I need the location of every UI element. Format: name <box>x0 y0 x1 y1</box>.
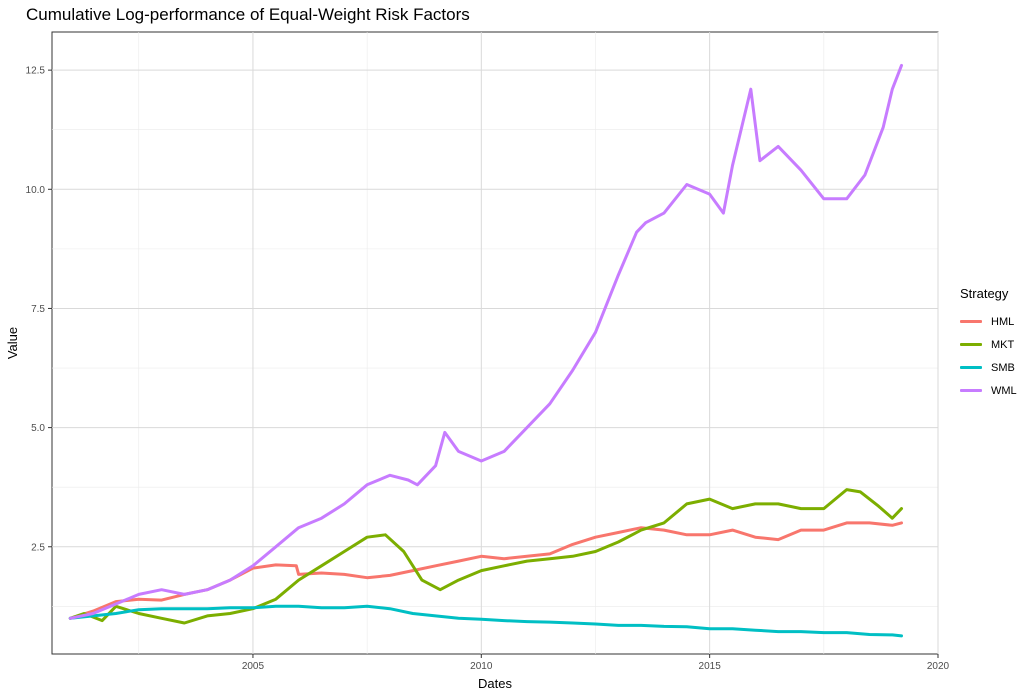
legend-item-wml: WML <box>960 379 1017 402</box>
chart-title: Cumulative Log-performance of Equal-Weig… <box>26 5 470 24</box>
y-tick-label: 5.0 <box>31 423 45 434</box>
y-tick-label: 2.5 <box>31 542 45 553</box>
legend-item-hml: HML <box>960 310 1017 333</box>
series-line-wml <box>68 63 903 620</box>
series-line-smb <box>68 604 903 638</box>
legend-item-smb: SMB <box>960 356 1017 379</box>
legend-label: MKT <box>991 338 1015 351</box>
legend-items: HML MKT SMB WML <box>960 310 1017 402</box>
series-layer <box>68 63 903 638</box>
legend-key <box>960 389 982 392</box>
legend-key <box>960 343 982 346</box>
y-tick-label: 12.5 <box>26 66 46 77</box>
x-tick-label: 2005 <box>242 661 265 672</box>
tick-layer: 2005 2010 2015 2020 2.5 5.0 7.5 10.0 12.5 <box>26 66 950 672</box>
grid-layer <box>52 32 939 654</box>
legend-key <box>960 366 982 369</box>
legend-title: Strategy <box>960 286 1009 301</box>
legend-label: HML <box>991 315 1015 328</box>
plot-panel <box>51 31 939 655</box>
x-tick-label: 2020 <box>927 661 950 672</box>
y-tick-label: 10.0 <box>26 185 46 196</box>
legend-label: SMB <box>991 361 1015 374</box>
legend-item-mkt: MKT <box>960 333 1017 356</box>
series-line-mkt <box>68 488 903 625</box>
legend-key <box>960 320 982 323</box>
y-tick-label: 7.5 <box>31 304 45 315</box>
legend: Strategy HML MKT SMB WML <box>960 286 1017 402</box>
x-axis-title: Dates <box>478 676 512 691</box>
x-tick-label: 2015 <box>699 661 722 672</box>
y-axis-title: Value <box>5 327 20 359</box>
x-tick-label: 2010 <box>470 661 493 672</box>
legend-label: WML <box>991 384 1017 397</box>
